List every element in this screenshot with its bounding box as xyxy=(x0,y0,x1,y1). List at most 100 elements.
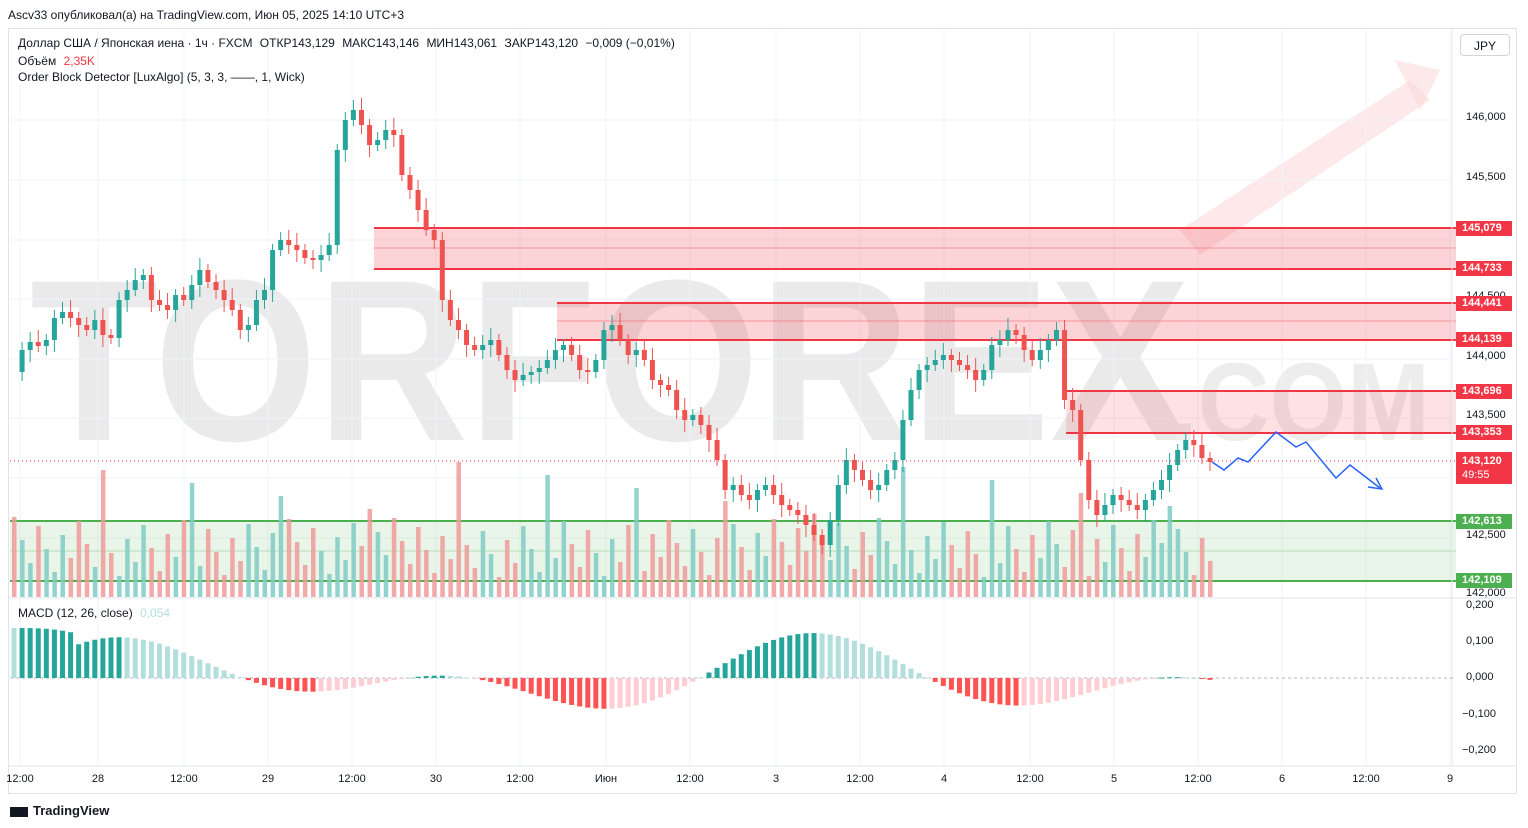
macd-bar xyxy=(811,633,817,678)
candle-body xyxy=(738,485,744,495)
macd-bar xyxy=(1045,678,1051,703)
volume-bar xyxy=(1038,558,1043,597)
macd-legend[interactable]: MACD (12, 26, close) 0,054 xyxy=(18,606,174,620)
candle-body xyxy=(569,345,575,355)
currency-button[interactable]: JPY xyxy=(1460,34,1510,56)
candle-body xyxy=(1078,410,1084,460)
candle-body xyxy=(1094,500,1100,515)
macd-bar xyxy=(787,635,793,678)
volume-bar xyxy=(246,524,251,597)
macd-bar xyxy=(189,656,195,678)
candle-body xyxy=(1175,450,1181,465)
macd-bar xyxy=(544,678,550,699)
macd-bar xyxy=(43,628,49,678)
volume-bar xyxy=(1022,572,1027,597)
macd-bar xyxy=(989,678,995,704)
time-axis-label: 4 xyxy=(941,773,947,785)
macd-bar xyxy=(51,629,57,678)
candle-body xyxy=(399,135,405,175)
macd-bar xyxy=(649,678,655,701)
volume-bar xyxy=(84,544,90,597)
macd-bar xyxy=(496,678,502,685)
volume-bar xyxy=(1127,571,1132,597)
candle-body xyxy=(552,350,558,360)
macd-bar xyxy=(851,640,857,678)
volume-bar xyxy=(949,545,954,597)
macd-bar xyxy=(843,638,849,678)
candle-body xyxy=(496,340,502,355)
macd-bar xyxy=(116,637,122,678)
volume-bar xyxy=(141,525,146,597)
volume-bar xyxy=(585,530,591,597)
candle-body xyxy=(746,495,752,500)
indicator-legend[interactable]: Order Block Detector [LuxAlgo] (5, 3, 3,… xyxy=(18,70,309,84)
candle-body xyxy=(286,240,292,245)
volume-bar xyxy=(407,564,413,597)
candle-body xyxy=(1118,495,1124,500)
ohlc-close: ЗАКР143,120 xyxy=(504,36,579,50)
macd-bar xyxy=(213,666,219,678)
candle-body xyxy=(851,460,857,470)
candle-body xyxy=(1150,490,1156,500)
candle-body xyxy=(754,490,760,500)
candle-body xyxy=(156,300,162,305)
macd-bar xyxy=(1150,678,1156,679)
macd-bar xyxy=(512,678,518,689)
macd-axis-label: 0,100 xyxy=(1466,635,1494,647)
volume-bar xyxy=(787,565,793,597)
candle-body xyxy=(1005,330,1011,340)
volume-bar xyxy=(715,538,720,597)
volume-bar xyxy=(593,553,599,597)
volume-bar xyxy=(181,520,187,597)
macd-bar xyxy=(714,667,720,678)
macd-bar xyxy=(1199,678,1205,679)
candle-body xyxy=(633,350,639,355)
candle-body xyxy=(779,495,785,505)
forecast-path xyxy=(1211,430,1381,489)
macd-bar xyxy=(754,646,760,678)
volume-bar xyxy=(965,531,971,597)
tradingview-logo[interactable]: TradingView xyxy=(10,803,109,818)
volume-legend[interactable]: Объём 2,35K xyxy=(18,54,99,68)
candle-body xyxy=(245,325,251,330)
macd-bar xyxy=(278,678,284,689)
indicator-label: Order Block Detector [LuxAlgo] (5, 3, 3,… xyxy=(18,70,305,84)
volume-bar xyxy=(335,537,340,597)
volume-bar xyxy=(416,527,421,597)
last-price-value: 143,120 xyxy=(1462,455,1502,467)
volume-bar xyxy=(634,488,639,597)
volume-bar xyxy=(472,568,478,597)
macd-bar xyxy=(439,675,445,678)
volume-bar xyxy=(1014,549,1019,597)
macd-bar xyxy=(771,639,777,678)
macd-bar xyxy=(415,676,421,678)
volume-bar xyxy=(173,557,179,597)
candle-body xyxy=(601,330,607,360)
volume-bar xyxy=(642,571,647,597)
candle-body xyxy=(916,370,922,390)
candle-body xyxy=(76,318,82,325)
time-axis-label: 12:00 xyxy=(338,773,366,785)
candle-body xyxy=(819,535,825,545)
candle-body xyxy=(674,390,680,410)
symbol-legend[interactable]: Доллар США / Японская иена · 1ч · FXCM О… xyxy=(18,36,679,50)
candle-body xyxy=(132,280,138,290)
macd-bar xyxy=(140,639,146,678)
macd-bar xyxy=(350,678,356,688)
candle-body xyxy=(334,150,340,245)
macd-bar xyxy=(19,628,25,678)
candle-body xyxy=(84,325,90,330)
time-axis-label: 6 xyxy=(1279,773,1285,785)
macd-bar xyxy=(375,678,381,684)
macd-bar xyxy=(900,664,906,678)
candle-body xyxy=(116,300,122,338)
candle-body xyxy=(860,470,866,480)
volume-bar xyxy=(1143,557,1148,597)
macd-bar xyxy=(245,678,251,681)
candle-body xyxy=(229,300,235,310)
ohlc-open: ОТКР143,129 xyxy=(259,36,335,50)
volume-bar xyxy=(698,552,704,597)
macd-bar xyxy=(601,678,607,709)
macd-bar xyxy=(148,641,154,678)
